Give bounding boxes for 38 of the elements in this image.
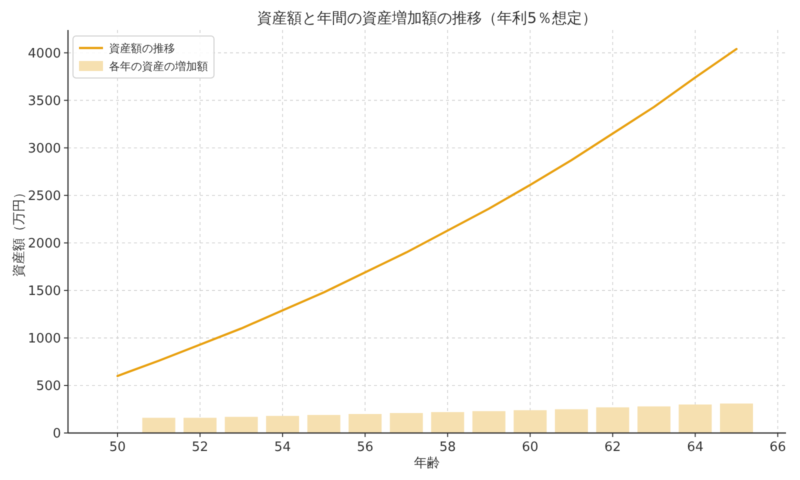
y-tick-label: 1000 xyxy=(28,331,61,346)
x-tick-label: 64 xyxy=(686,440,704,455)
x-tick-label: 56 xyxy=(356,440,374,455)
bar xyxy=(472,411,506,433)
x-tick-label: 66 xyxy=(769,440,786,455)
bar xyxy=(184,418,217,433)
bar xyxy=(431,412,464,433)
x-axis-title: 年齢 xyxy=(414,456,440,471)
bar xyxy=(678,404,712,433)
y-tick-label: 2000 xyxy=(28,236,61,252)
bar xyxy=(348,414,382,433)
chart-title: 資産額と年間の資産増加額の推移（年利5％想定） xyxy=(257,9,597,27)
y-tick-label: 4000 xyxy=(28,46,61,62)
bar xyxy=(596,407,630,433)
x-tick-label: 50 xyxy=(109,440,126,455)
y-tick-label: 2500 xyxy=(28,188,61,204)
y-tick-label: 3500 xyxy=(28,94,61,109)
bar xyxy=(224,416,258,433)
bar xyxy=(142,418,176,433)
bar xyxy=(307,414,340,433)
legend-label: 資産額の推移 xyxy=(109,42,175,55)
x-tick-label: 60 xyxy=(522,440,538,455)
y-axis-title: 資産額（万円） xyxy=(11,186,27,277)
y-tick-label: 1500 xyxy=(28,284,61,299)
bar xyxy=(514,410,547,433)
y-tick-label: 0 xyxy=(52,426,61,442)
bar xyxy=(720,404,753,433)
bar xyxy=(266,416,300,433)
x-tick-label: 62 xyxy=(604,440,621,455)
legend-label: 各年の資産の増加額 xyxy=(109,60,208,73)
bar xyxy=(554,409,588,433)
x-tick-label: 52 xyxy=(192,440,208,455)
y-tick-label: 3000 xyxy=(28,141,61,156)
x-tick-label: 58 xyxy=(439,440,456,455)
bar xyxy=(637,406,670,433)
y-tick-label: 500 xyxy=(36,378,61,394)
bar xyxy=(390,413,423,433)
x-tick-label: 54 xyxy=(274,440,291,455)
